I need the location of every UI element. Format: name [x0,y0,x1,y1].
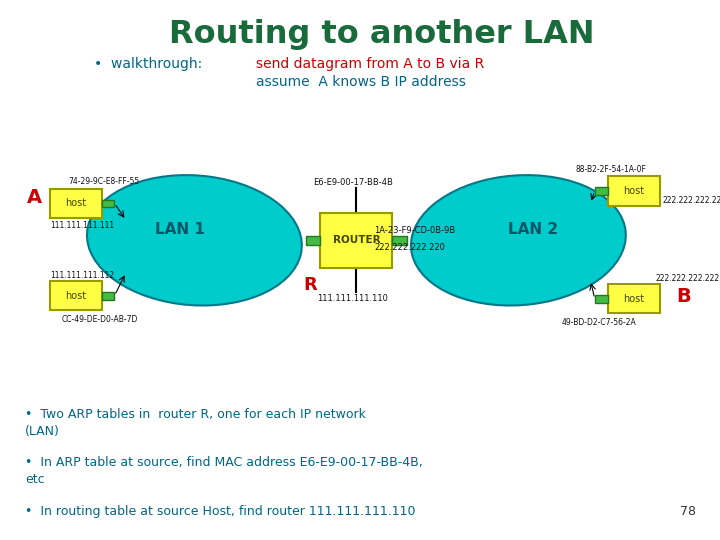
Text: 1A-23-F9-CD-0B-9B: 1A-23-F9-CD-0B-9B [374,226,456,235]
FancyBboxPatch shape [608,177,660,206]
Text: 222.222.222.221: 222.222.222.221 [662,197,720,205]
Text: •  In ARP table at source, find MAC address E6-E9-00-17-BB-4B,
etc: • In ARP table at source, find MAC addre… [25,456,423,487]
FancyBboxPatch shape [102,199,114,207]
Text: host: host [65,198,86,208]
Text: assume  A knows B IP address: assume A knows B IP address [256,75,465,89]
Text: 88-B2-2F-54-1A-0F: 88-B2-2F-54-1A-0F [576,165,647,174]
Text: E6-E9-00-17-BB-4B: E6-E9-00-17-BB-4B [313,178,392,187]
Text: CC-49-DE-D0-AB-7D: CC-49-DE-D0-AB-7D [61,315,138,323]
FancyBboxPatch shape [595,187,608,195]
FancyBboxPatch shape [608,284,660,313]
Text: send datagram from A to B via R: send datagram from A to B via R [256,57,484,71]
Text: LAN 1: LAN 1 [155,222,205,237]
FancyBboxPatch shape [102,292,114,300]
FancyBboxPatch shape [306,235,320,245]
FancyBboxPatch shape [320,213,392,268]
Ellipse shape [87,175,302,306]
Text: ROUTER: ROUTER [333,235,380,245]
Text: host: host [623,294,644,304]
Text: LAN 2: LAN 2 [508,222,558,237]
Text: 111.111.111.111: 111.111.111.111 [50,221,114,230]
FancyBboxPatch shape [595,295,608,302]
Text: R: R [303,276,317,294]
Text: 111.111.111.110: 111.111.111.110 [318,294,388,303]
FancyBboxPatch shape [392,235,407,245]
Text: A: A [27,188,42,207]
Text: 74-29-9C-E8-FF-55: 74-29-9C-E8-FF-55 [68,177,140,186]
Text: 222.222.222.220: 222.222.222.220 [374,243,445,252]
Text: •  Two ARP tables in  router R, one for each IP network
(LAN): • Two ARP tables in router R, one for ea… [25,408,366,438]
Text: host: host [623,186,644,196]
Text: B: B [676,287,690,306]
Text: Routing to another LAN: Routing to another LAN [168,19,595,50]
Ellipse shape [411,175,626,306]
Text: 49-BD-D2-C7-56-2A: 49-BD-D2-C7-56-2A [562,318,636,327]
Text: •  walkthrough:: • walkthrough: [94,57,206,71]
Text: 222.222.222.222: 222.222.222.222 [655,274,719,283]
FancyBboxPatch shape [50,281,102,310]
Text: •  In routing table at source Host, find router 111.111.111.110: • In routing table at source Host, find … [25,505,415,518]
Text: 111.111.111.112: 111.111.111.112 [50,271,114,280]
Text: host: host [65,291,86,301]
Text: 78: 78 [680,505,696,518]
FancyBboxPatch shape [50,189,102,218]
